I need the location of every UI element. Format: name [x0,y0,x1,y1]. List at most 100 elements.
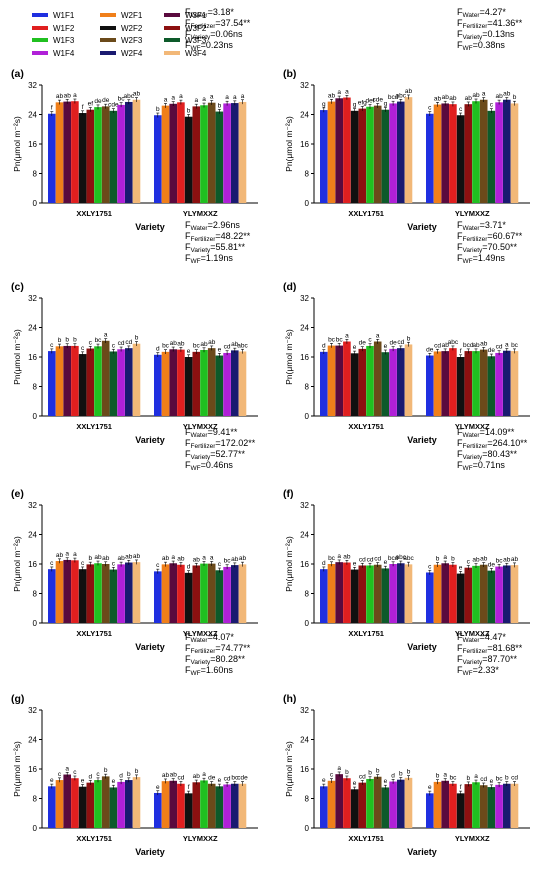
significance-label: b [135,768,139,775]
significance-label: abc [448,339,459,346]
significance-label: a [345,88,349,95]
bar [366,778,374,828]
significance-label: def [365,98,374,105]
legend-swatch [164,13,180,17]
bar [449,104,457,203]
significance-label: e [384,343,388,350]
significance-label: cd [434,342,441,349]
panel-label: (b) [283,68,296,80]
significance-label: bc [95,337,103,344]
bar [63,774,71,828]
significance-label: ab [177,556,185,563]
bar [71,560,79,623]
significance-label: a [202,771,206,778]
legend-label: W3F4 [185,49,207,58]
bar [320,351,328,416]
bar [125,562,133,623]
y-tick-label: 0 [305,199,310,208]
significance-label: f [82,104,84,111]
significance-label: efg [358,99,367,106]
significance-label: de [488,347,496,354]
bar [495,566,503,623]
significance-label: e [322,777,326,784]
significance-label: e [187,348,191,355]
significance-label: e [384,778,388,785]
bar [48,113,56,203]
significance-label: g [353,102,357,109]
anova-stat: FVariety=52.77** [185,449,246,461]
significance-label: ab [170,340,178,347]
legend-label: W1F2 [53,24,75,33]
bar [495,784,503,828]
significance-label: d [119,773,123,780]
significance-label: ab [442,342,450,349]
y-tick-label: 0 [33,824,38,833]
x-category-label: XXLY1751 [348,422,384,431]
bar [101,340,110,416]
significance-label: c [330,772,334,779]
y-tick-label: 16 [300,560,309,569]
bar [117,781,125,828]
panel-label: (f) [283,488,294,500]
significance-label: b [436,556,440,563]
significance-label: b [104,767,108,774]
significance-label: de [208,775,216,782]
bar [449,564,457,623]
significance-label: ab [480,556,488,563]
significance-label: a [443,554,447,561]
anova-stat: FWF=1.19ns [185,253,233,265]
bar [404,97,413,203]
significance-label: a [65,765,69,772]
bar [86,109,95,203]
x-category-label: YLYMXXZ [455,209,490,218]
y-axis-label: Pn(μmol m⁻²s) [12,329,22,385]
y-tick-label: 32 [300,294,309,303]
significance-label: bcd [388,555,399,562]
legend-label: W1F4 [53,49,75,58]
panel-label: (d) [283,281,296,293]
bar [154,571,162,623]
legend-label: W3F3 [185,36,207,45]
significance-label: b [88,555,92,562]
bar [373,341,382,416]
bar [71,101,79,203]
bar [238,101,247,203]
legend-label: W2F4 [121,49,143,58]
y-tick-label: 24 [28,324,37,333]
bar [132,777,141,828]
significance-label: cd [397,339,404,346]
anova-stat: FFertilizer=48.22** [185,231,251,243]
bar [55,346,64,416]
significance-label: b [218,102,222,109]
bar [132,343,141,416]
bar [78,786,87,828]
bar [479,99,488,203]
significance-label: a [225,94,229,101]
significance-label: b [135,335,139,342]
significance-label: c [368,337,372,344]
significance-label: a [474,773,478,780]
y-tick-label: 32 [300,81,309,90]
significance-label: a [73,92,77,99]
x-axis-label: Variety [407,847,437,857]
bar [373,105,382,203]
bar [449,348,457,416]
significance-label: a [210,554,214,561]
significance-label: bcd [388,94,399,101]
x-category-label: XXLY1751 [348,834,384,843]
bar [373,776,382,828]
bar [404,344,413,416]
significance-label: ef [88,100,94,107]
y-tick-label: 0 [305,619,310,628]
anova-stat: FWater=2.96ns [185,220,240,232]
significance-label: d [391,772,395,779]
anova-stat: FVariety=80.43** [457,449,518,461]
bar [426,355,434,416]
bar [464,104,473,203]
significance-label: ab [125,553,133,560]
significance-label: e [50,777,54,784]
bar [215,111,224,203]
bar [215,355,224,416]
significance-label: b [451,556,455,563]
